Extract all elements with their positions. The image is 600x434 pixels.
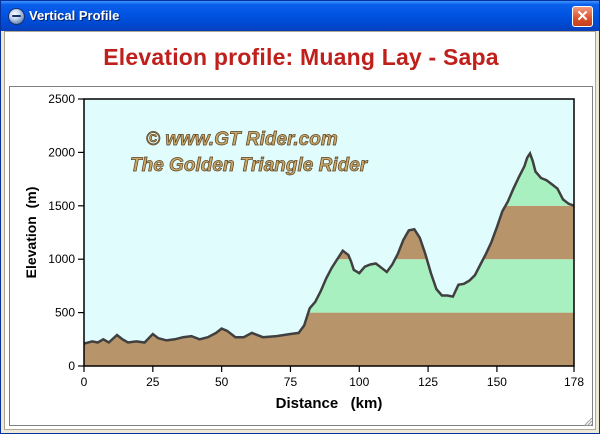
x-tick-label: 125 [418,375,438,389]
x-tick-label: 178 [564,375,584,389]
plot-frame [83,98,575,367]
elevation-chart: 0 500 1000 1500 2000 2500 0 25 50 75 100 125 150 178… [23,92,584,412]
y-tick-label: 0 [68,359,75,373]
x-axis-label: Distance (km) [276,395,383,412]
chart-panel: 0 500 1000 1500 2000 2500 0 25 50 75 100 125 150 178… [9,86,593,426]
y-axis-label: Elevation (m) [23,187,39,279]
y-tick-label: 1000 [48,252,75,266]
globe-icon [8,8,25,25]
y-tick-label: 1500 [48,199,75,213]
x-tick-label: 150 [487,375,507,389]
sky-area [84,99,574,344]
title-bar[interactable]: Vertical Profile ✕ [1,1,599,31]
x-tick-label: 50 [215,375,229,389]
x-tick-label: 75 [284,375,298,389]
content-area: Elevation profile: Muang Lay - Sapa 0 500… [4,31,596,430]
y-tick-label: 2000 [48,145,75,159]
y-tick-label: 500 [55,306,75,320]
y-tick-label: 2500 [48,92,75,106]
elevation-line [83,150,575,345]
chart-title: Elevation profile: Muang Lay - Sapa [103,44,499,70]
x-tick-label: 0 [81,375,88,389]
close-icon: ✕ [576,8,589,25]
x-tick-label: 100 [349,375,369,389]
watermark-line-2: The Golden Triangle Rider [130,155,369,176]
x-tick-label: 25 [146,375,160,389]
watermark-line-1: © www.GT Rider.com [146,129,338,150]
close-button[interactable]: ✕ [572,6,593,27]
resize-grip-icon[interactable] [581,415,593,427]
window-title: Vertical Profile [29,8,120,23]
